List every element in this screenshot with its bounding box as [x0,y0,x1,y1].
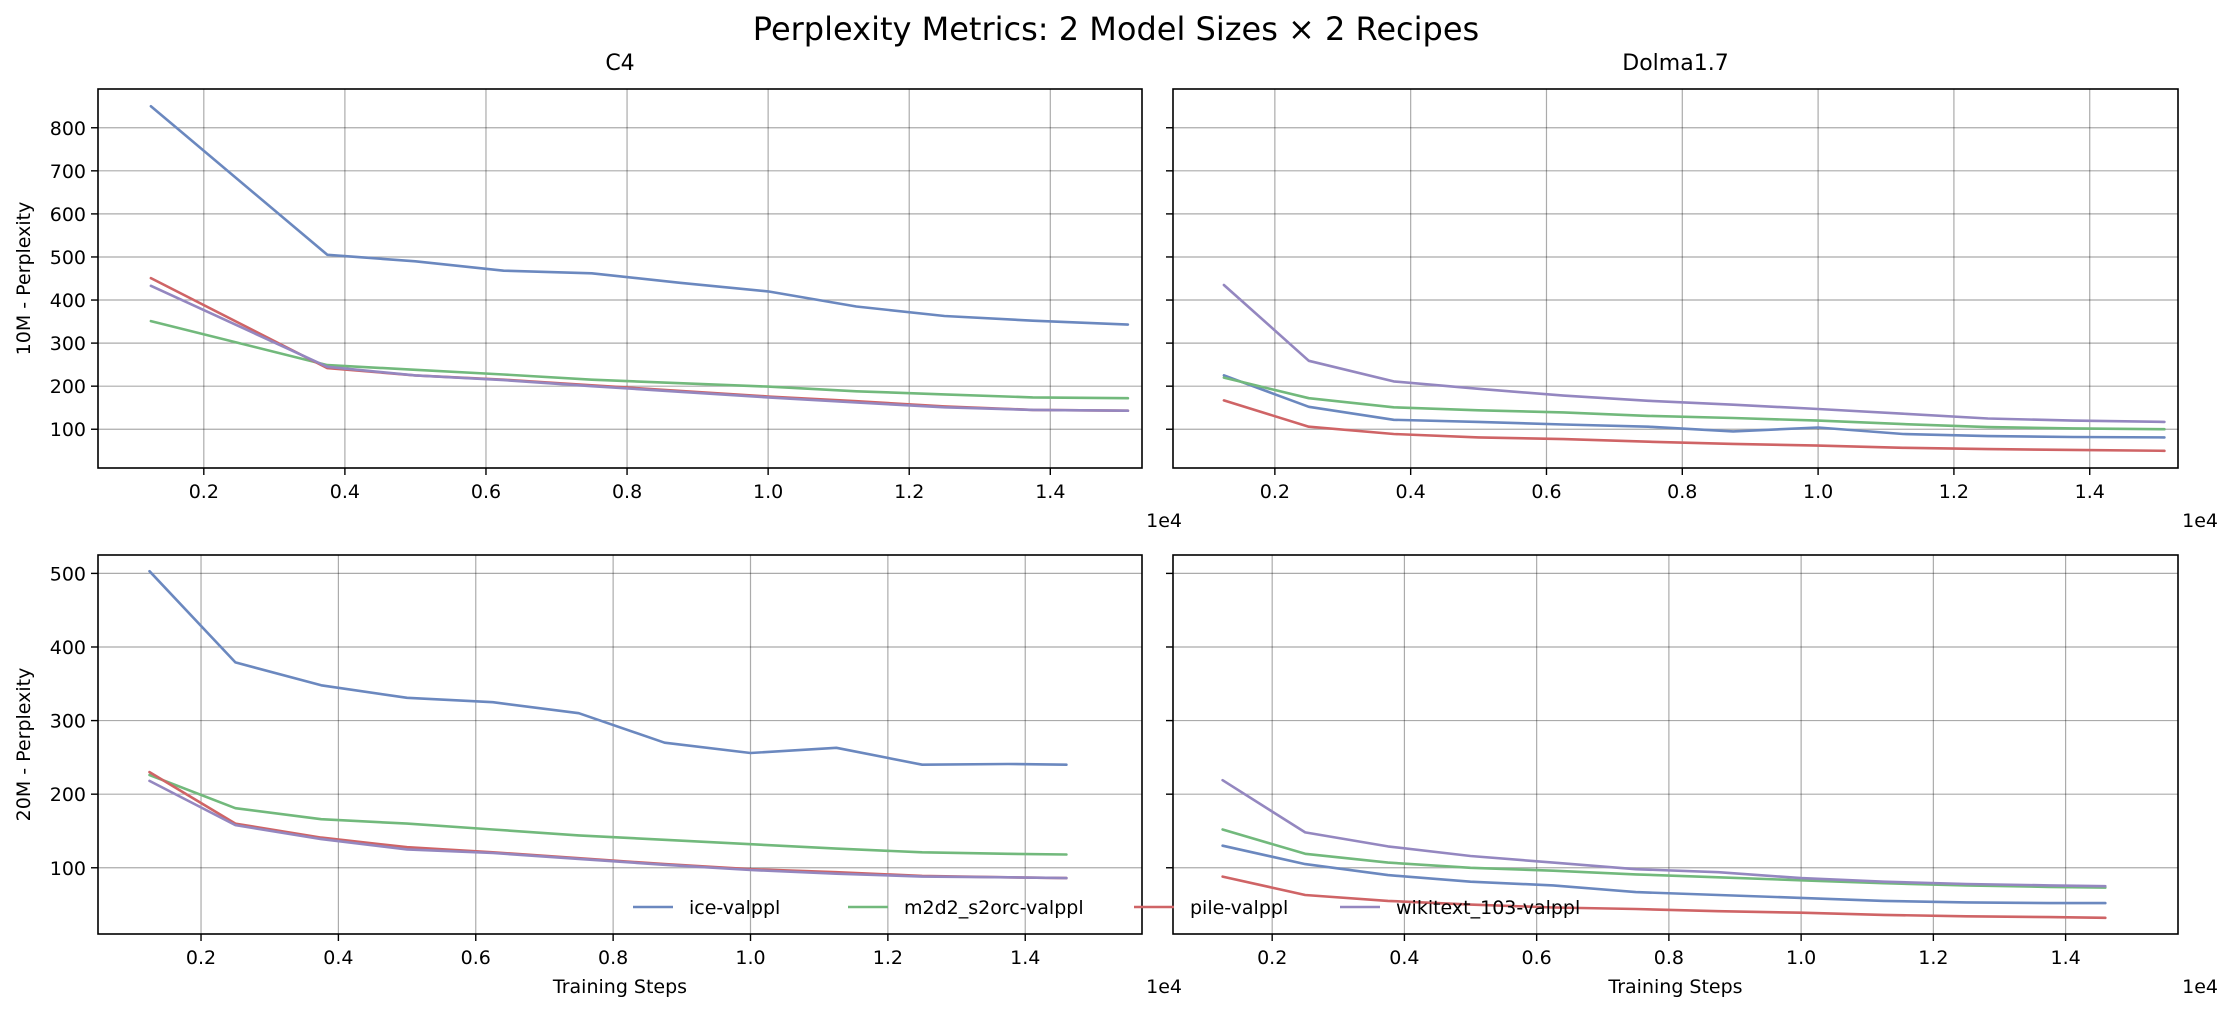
axes-frame [1172,554,2179,935]
series-line-pile-valppl [149,276,1130,413]
legend-label: wikitext_103-valppl [1396,897,1580,919]
y-tick-label: 300 [50,333,86,355]
y-tick-label: 100 [50,858,86,880]
legend-label: ice-valppl [689,897,780,919]
x-tick-label: 0.6 [461,947,491,969]
x-offset-text: 1e4 [1146,976,1182,998]
x-tick-label: 0.6 [1531,481,1561,503]
axes-frame [97,554,1143,935]
series-group [149,104,1130,413]
panel-20m-dolma: 0.2 0.4 0.6 0.8 1.0 1.2 1.4 1e4 Training Steps [1166,554,2218,998]
axes-frame [97,88,1143,469]
series-line-m2d2-s2orc-valppl [149,319,1130,400]
x-tick-label: 1.2 [894,481,924,503]
panel-10m-dolma: 0.2 0.4 0.6 0.8 1.0 1.2 1.4 1e4 Dolma1.7 [1166,51,2218,532]
x-tick-label: 1.4 [2050,947,2080,969]
y-tick-label: 100 [50,419,86,441]
series-group [1221,778,2107,920]
x-tick-label: 1.2 [1939,481,1969,503]
series-line-wikitext-103-valppl [148,779,1068,880]
x-offset-text: 1e4 [2182,976,2218,998]
axes-frame [1172,88,2179,469]
series-line-wikitext-103-valppl [149,284,1130,413]
x-tick-label: 0.8 [1667,481,1697,503]
x-tick-label: 0.4 [1396,481,1426,503]
x-tick-label: 0.4 [1389,947,1419,969]
y-tick-label: 600 [50,204,86,226]
y-tick-label: 400 [50,290,86,312]
figure-suptitle: Perplexity Metrics: 2 Model Sizes × 2 Re… [753,10,1479,48]
series-line-m2d2-s2orc-valppl [1222,376,2166,431]
panel-10m-c4: 0.2 0.4 0.6 0.8 1.0 1.2 1.4 100 200 300 400 500 600 7… [13,51,1182,532]
x-tick-label: 1.0 [735,947,765,969]
x-offset-text: 1e4 [1146,510,1182,532]
y-axis-label: 20M - Perplexity [13,668,35,822]
y-tick-label: 300 [50,711,86,733]
series-line-m2d2-s2orc-valppl [148,773,1068,856]
x-tick-label: 1.4 [2075,481,2105,503]
series-line-pile-valppl [1221,875,2107,920]
x-tick-label: 1.2 [1918,947,1948,969]
y-tick-label: 500 [50,247,86,269]
x-axis-label: Training Steps [1607,976,1742,998]
panel-title: C4 [605,51,634,76]
x-offset-text: 1e4 [2182,510,2218,532]
panel-title: Dolma1.7 [1622,51,1728,76]
y-tick-label: 400 [50,637,86,659]
x-tick-label: 0.4 [330,481,360,503]
x-tick-label: 0.2 [189,481,219,503]
x-tick-label: 0.2 [186,947,216,969]
subplot-grid: 0.2 0.4 0.6 0.8 1.0 1.2 1.4 100 200 300 400 500 600 7… [13,51,2218,998]
x-tick-label: 1.0 [1803,481,1833,503]
series-group [148,569,1068,880]
y-axis-label: 10M - Perplexity [13,202,35,356]
x-tick-label: 1.0 [753,481,783,503]
series-line-wikitext-103-valppl [1222,283,2166,424]
series-line-ice-valppl [1221,844,2107,905]
x-tick-label: 1.4 [1010,947,1040,969]
y-tick-label: 200 [50,376,86,398]
legend-item-pile-valppl: pile-valppl [1134,897,1288,919]
x-tick-label: 0.8 [1654,947,1684,969]
legend-item-wikitext-103-valppl: wikitext_103-valppl [1340,897,1580,919]
legend-item-m2d2-s2orc-valppl: m2d2_s2orc-valppl [848,897,1084,919]
legend: ice-valppl m2d2_s2orc-valppl pile-valppl wi… [633,897,1580,919]
y-tick-label: 200 [50,784,86,806]
x-tick-label: 0.2 [1260,481,1290,503]
series-group [1222,283,2166,453]
series-line-ice-valppl [149,104,1130,326]
y-tick-label: 800 [50,118,86,140]
x-tick-label: 0.6 [471,481,501,503]
legend-label: m2d2_s2orc-valppl [904,897,1084,919]
x-tick-label: 0.6 [1522,947,1552,969]
x-tick-label: 0.8 [612,481,642,503]
y-tick-label: 500 [50,563,86,585]
panel-20m-c4: 0.2 0.4 0.6 0.8 1.0 1.2 1.4 100 200 300 400 500 1e4 T… [13,554,1182,998]
x-tick-label: 0.8 [598,947,628,969]
x-tick-label: 1.0 [1786,947,1816,969]
series-line-wikitext-103-valppl [1221,778,2107,888]
x-tick-label: 1.2 [873,947,903,969]
legend-label: pile-valppl [1190,897,1288,919]
series-line-pile-valppl [1222,399,2166,453]
x-axis-label: Training Steps [552,976,687,998]
legend-item-ice-valppl: ice-valppl [633,897,780,919]
x-tick-label: 1.4 [1035,481,1065,503]
x-tick-label: 0.4 [323,947,353,969]
series-line-ice-valppl [1222,374,2166,439]
y-tick-label: 700 [50,161,86,183]
series-line-ice-valppl [148,569,1068,767]
x-tick-label: 0.2 [1257,947,1287,969]
series-line-m2d2-s2orc-valppl [1221,828,2107,889]
